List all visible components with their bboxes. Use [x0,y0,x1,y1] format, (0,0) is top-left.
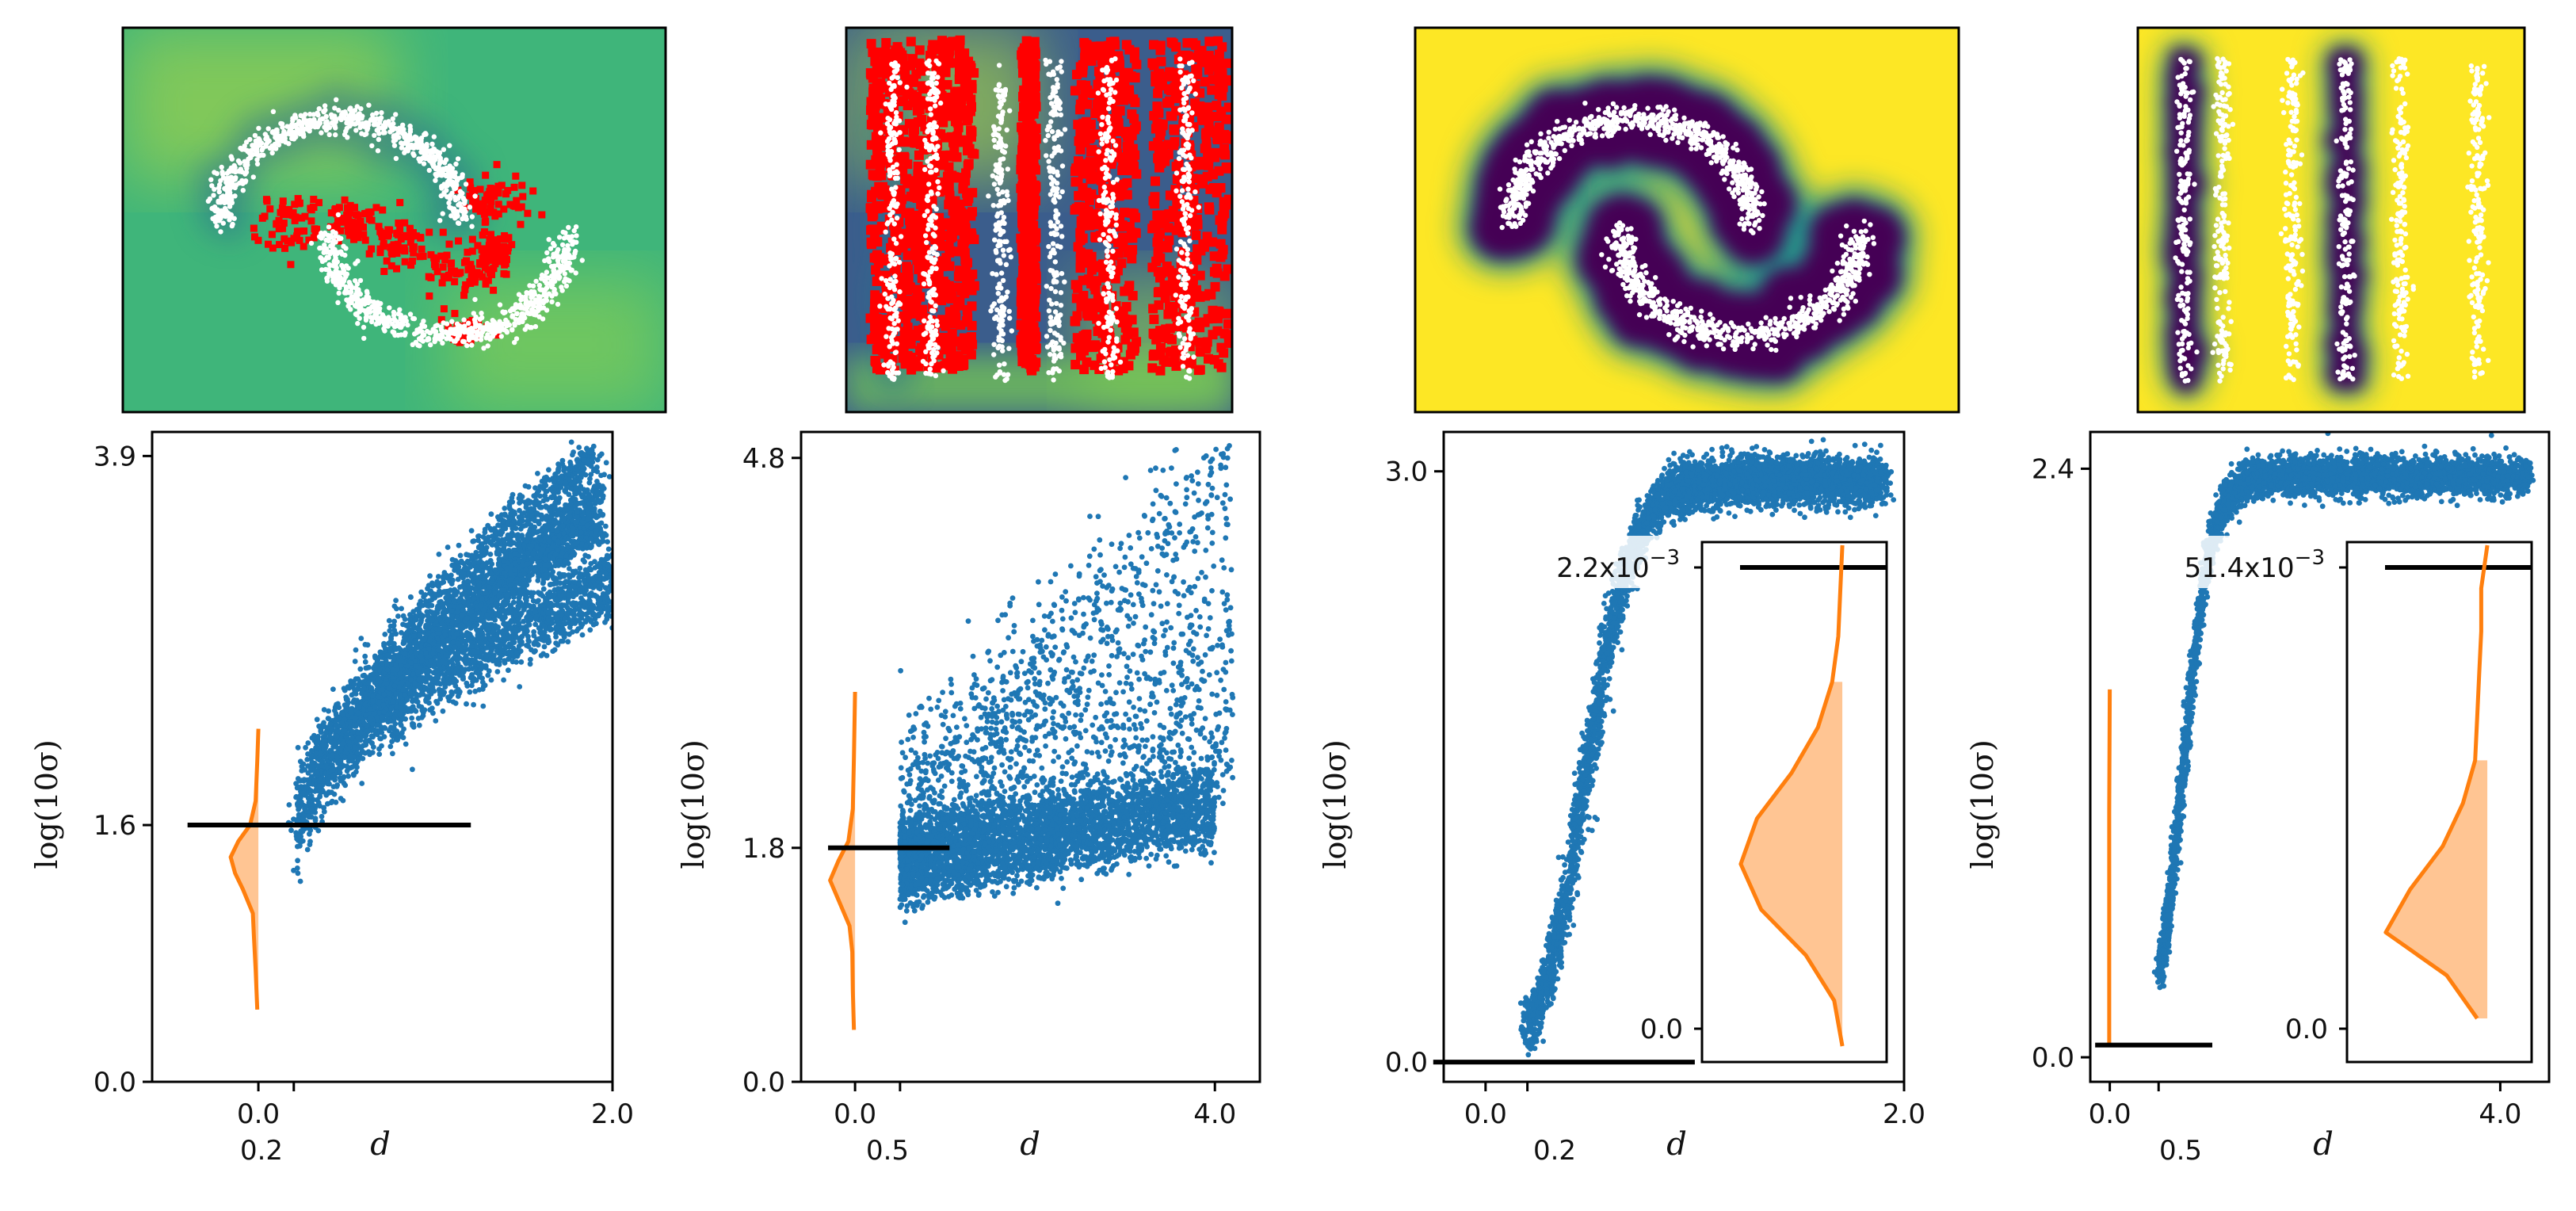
inset-kde-curve [1738,544,1845,1047]
kde-fill [830,692,856,1030]
inset-kde-fill [2385,760,2488,1018]
y-tick-label: 2.4 [2032,453,2074,485]
x-axis-label: d [370,1126,391,1163]
y-tick-label: 0.0 [2032,1042,2074,1074]
inset-bottom-label: 0.0 [2285,1014,2328,1045]
scatter-series [285,439,613,884]
plot-area [228,439,613,1010]
x-tick-extra-label: 0.2 [1533,1135,1576,1167]
x-tick-extra-label: 0.2 [240,1135,283,1167]
moons-heatmap-raw [121,26,667,414]
x-tick-extra-label: 0.5 [866,1135,909,1167]
plot-area [1517,437,1897,1058]
scatter-series [2151,432,2536,991]
inset-label-backdrop [1520,536,1691,588]
scatter-panel-1: 0.0 1.6 3.9 0.0 2.0 0.2 d log(10σ) [29,430,634,1167]
inset-bottom-backdrop [1607,1007,1689,1048]
kde-curve [2107,689,2112,1045]
heatmap-frame [1414,26,1960,414]
manifold-points [205,97,585,351]
inset-kde-curve [2383,544,2490,1020]
x-axis-label: d [1666,1126,1687,1163]
y-axis-label: log(10σ) [29,739,64,869]
x-tick-extra-label: 0.5 [2159,1135,2202,1167]
x-tick-label: 2.0 [1883,1098,1925,1130]
y-tick-label: 1.8 [742,833,785,865]
x-tick-label: 0.0 [237,1098,280,1130]
axes-frame [1442,430,1906,1083]
axes-frame [800,430,1261,1083]
heatmap-frame [845,26,1234,414]
kde-curve [228,728,261,1010]
inset-bottom-label: 0.0 [1640,1014,1683,1045]
heatmap-frame [2136,26,2526,414]
x-tick-label: 0.0 [834,1098,876,1130]
y-tick-label: 0.0 [1385,1047,1428,1079]
x-tick-label: 0.0 [1464,1098,1507,1130]
scatter-panel-2: 0.0 1.8 4.8 0.0 4.0 0.5 d log(10σ) [676,430,1261,1167]
kde-fill [231,728,259,1010]
y-tick-label: 1.6 [93,810,136,842]
y-tick-label: 4.8 [742,443,785,475]
inset: 51.4x10−30.0 [2165,536,2533,1064]
x-tick-label: 4.0 [1193,1098,1236,1130]
manifold-points [2173,55,2492,384]
scatter-series [897,443,1236,926]
axes-frame [2089,430,2551,1083]
moons-heatmap-trained [1414,26,1960,414]
stripes-heatmap-raw [845,26,1234,414]
y-tick-label: 0.0 [93,1067,136,1098]
y-axis-label: log(10σ) [1318,739,1353,869]
manifold-points [877,56,1202,384]
x-tick-label: 2.0 [591,1098,634,1130]
heatmap-frame [121,26,667,414]
inset: 2.2x10−30.0 [1520,536,1888,1064]
y-tick-label: 0.0 [742,1067,785,1098]
y-tick-label: 3.0 [1385,457,1428,488]
flagged-points [865,35,1232,376]
y-tick-label: 3.9 [93,441,136,472]
inset-bottom-backdrop [2252,1007,2334,1048]
inset-frame [2345,541,2533,1064]
kde-curve [828,691,857,1030]
inset-top-label-exp: −3 [1650,546,1680,570]
y-axis-label: log(10σ) [676,739,711,869]
manifold-points [1497,101,1877,353]
x-axis-label: d [1020,1126,1040,1163]
x-axis-label: d [2313,1126,2334,1163]
plot-area [828,443,1236,1030]
flagged-points [250,161,546,346]
inset-kde-fill [1740,682,1843,1046]
inset-top-label-exp: −3 [2295,546,2325,570]
scatter-series [1517,437,1897,1058]
x-tick-label: 4.0 [2479,1098,2521,1130]
axes-frame [151,430,614,1083]
x-tick-label: 0.0 [2089,1098,2131,1130]
inset-label-backdrop [2165,536,2336,588]
y-axis-label: log(10σ) [1965,739,2000,869]
plot-area [2107,432,2536,1045]
stripes-heatmap-trained [2136,26,2526,414]
